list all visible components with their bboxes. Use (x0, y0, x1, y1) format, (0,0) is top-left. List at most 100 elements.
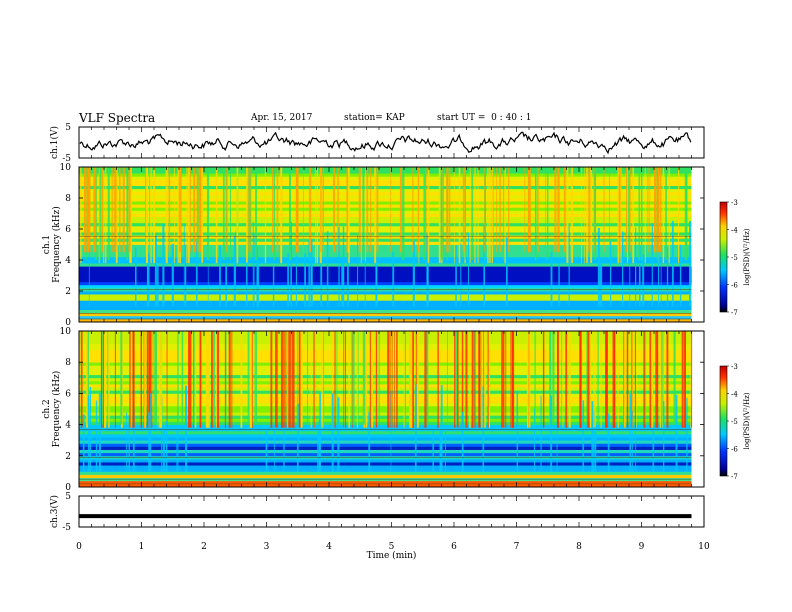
spectrogram-streak (228, 331, 231, 428)
spectrogram-band (79, 440, 692, 444)
spectrogram-streak (568, 331, 571, 428)
spectrogram-streak (415, 331, 417, 428)
spectrogram-streak (665, 167, 667, 260)
spectrogram-streak (201, 167, 204, 264)
spectrogram-streak (168, 167, 171, 253)
spectrogram-streak (322, 331, 324, 428)
spectrogram-streak (458, 167, 461, 264)
spectrogram-band (79, 374, 692, 379)
spectrogram-streak (655, 331, 657, 428)
spectrogram-streak (462, 167, 465, 253)
spectrogram-streak (454, 167, 455, 264)
spectrogram-streak (177, 167, 179, 264)
ch1-spectrogram-panel: -3 -4 -5 -6 -7 log(PSD)(V²/Hz) (79, 167, 751, 323)
spectrogram-streak (290, 221, 292, 307)
spectrogram-streak (685, 331, 686, 428)
spectrogram-streak (652, 427, 655, 472)
spectrogram-streak (94, 167, 97, 253)
spectrogram-streak (93, 167, 96, 253)
chart-layer: -3 -4 -5 -6 -7 log(PSD)(V²/Hz) -3 -4 -5 -6 -7 log(P… (42, 123, 751, 561)
spectrogram-band (79, 371, 692, 376)
spectrogram-band (79, 297, 692, 301)
spectrogram-streak (148, 331, 151, 428)
spectrogram-band (79, 449, 692, 454)
spectrogram-band (79, 465, 692, 469)
spectrogram-streak (600, 331, 602, 428)
spectrogram-band (79, 238, 692, 242)
spectrogram-streak (628, 167, 630, 260)
spectrogram-streak (491, 167, 493, 264)
spectrogram-streak (88, 249, 90, 307)
spectrogram-streak (255, 167, 257, 260)
spectrogram-streak (320, 331, 322, 428)
spectrogram-streak (193, 167, 196, 253)
spectrogram-streak (586, 167, 588, 264)
spectrogram-streak (375, 331, 378, 428)
spectrogram-streak (206, 167, 210, 260)
spectrogram-streak (649, 331, 652, 428)
spectrogram-streak (362, 167, 365, 260)
spectrogram-streak (148, 412, 151, 472)
spectrogram-streak (635, 428, 637, 472)
colorbar-tick-label: -3 (731, 363, 738, 371)
spectrogram-streak (423, 167, 426, 260)
spectrogram-streak (537, 167, 539, 253)
spectrogram-streak (157, 265, 159, 307)
spectrogram-band (79, 462, 692, 466)
spectrogram-streak (316, 167, 319, 264)
spectrogram-streak (317, 430, 319, 472)
spectrogram-streak (198, 167, 201, 253)
spectrogram-streak (402, 167, 404, 260)
spectrogram-streak (183, 224, 185, 307)
spectrogram-streak (620, 167, 622, 264)
spectrogram-streak (216, 331, 219, 428)
spectrogram-band (79, 412, 692, 416)
spectrogram-band (79, 278, 692, 283)
spectrogram-band (79, 291, 692, 295)
spectrogram-streak (272, 266, 275, 307)
spectrogram-streak (247, 331, 250, 425)
spectrogram-streak (331, 331, 333, 428)
x-tick-label: 10 (698, 542, 710, 552)
y-tick-label: 4 (65, 256, 71, 266)
spectrogram-streak (149, 331, 152, 428)
spectrogram-streak (160, 331, 163, 428)
spectrogram-band (79, 396, 692, 401)
spectrogram-streak (320, 167, 322, 253)
spectrogram-streak (686, 397, 688, 472)
spectrogram-streak (556, 331, 559, 428)
spectrogram-band (79, 393, 692, 397)
spectrogram-streak (186, 167, 188, 264)
spectrogram-streak (442, 167, 444, 260)
spectrogram-band (79, 263, 692, 267)
spectrogram-streak (590, 167, 593, 264)
spectrogram-streak (135, 247, 137, 307)
spectrogram-streak (334, 331, 336, 428)
spectrogram-streak (159, 331, 162, 428)
spectrogram-streak (484, 167, 486, 260)
spectrogram-band (79, 176, 692, 180)
spectrogram-streak (555, 167, 557, 253)
spectrogram-streak (88, 167, 91, 253)
spectrogram-streak (647, 167, 649, 253)
spectrogram-band (79, 303, 692, 307)
spectrogram-streak (594, 427, 597, 472)
spectrogram-streak (296, 331, 298, 425)
spectrogram-streak (374, 167, 377, 264)
spectrogram-streak (603, 167, 605, 253)
spectrogram-streak (392, 251, 395, 307)
spectrogram-streak (527, 167, 530, 253)
spectrogram-streak (103, 167, 105, 264)
spectrogram-streak (337, 167, 339, 253)
spectrogram-streak (347, 252, 349, 307)
spectrogram-streak (111, 167, 113, 253)
spectrogram-streak (597, 227, 600, 307)
spectrogram-band (79, 256, 692, 261)
spectrogram-streak (554, 167, 556, 253)
spectrogram-streak (681, 331, 684, 428)
spectrogram-streak (474, 167, 476, 264)
spectrogram-streak (638, 245, 641, 307)
spectrogram-band (79, 167, 692, 171)
spectrogram-streak (448, 167, 451, 253)
